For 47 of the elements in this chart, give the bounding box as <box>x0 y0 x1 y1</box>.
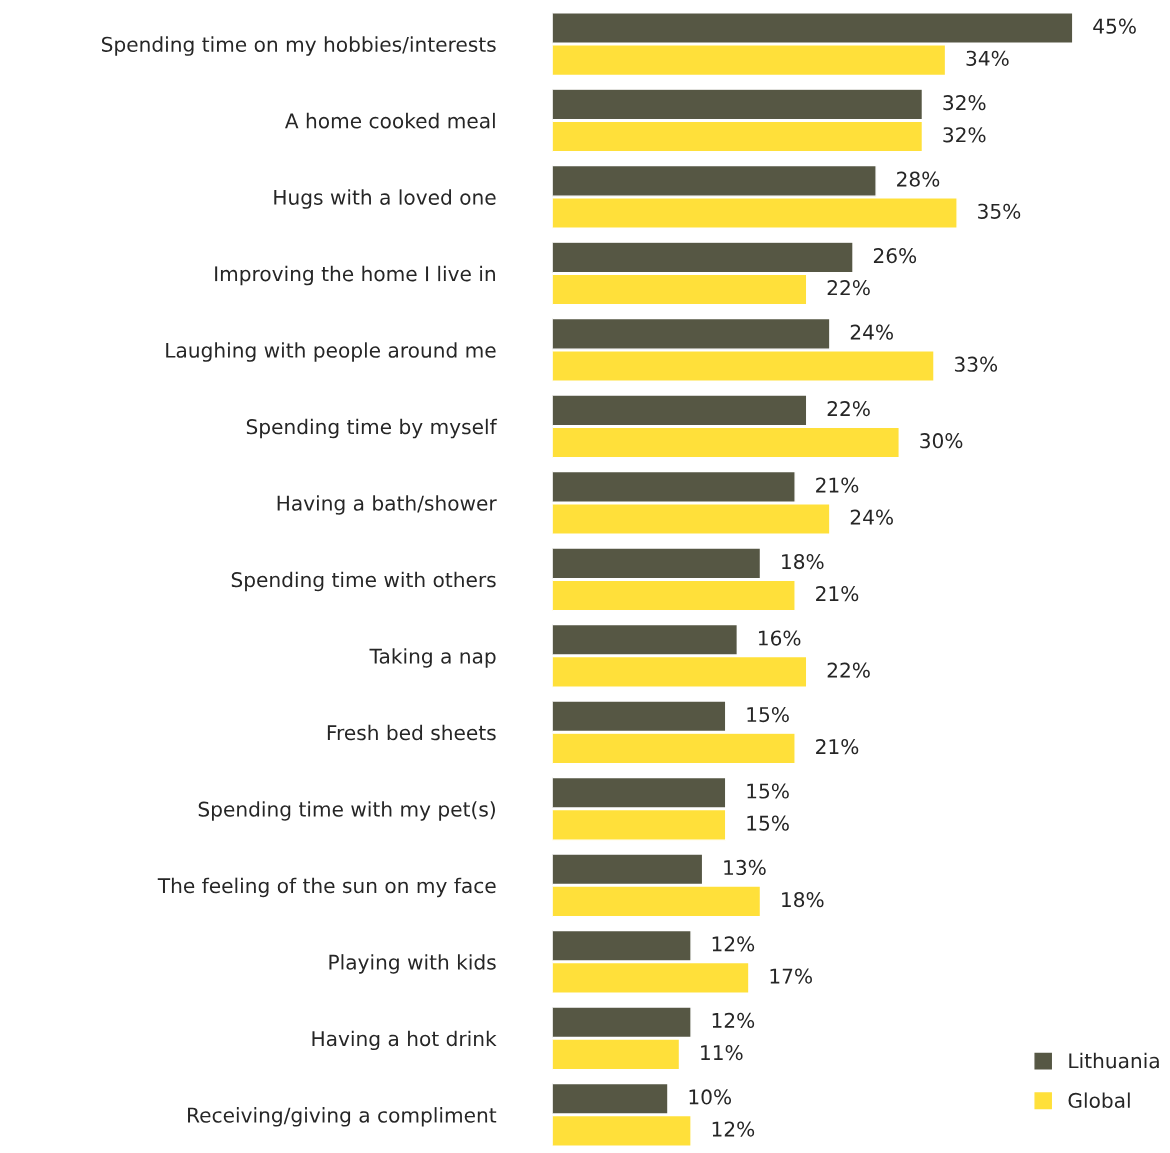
y-tick-label: A home cooked meal <box>285 112 495 129</box>
data-label: 22% <box>827 662 870 678</box>
data-label: 12% <box>712 1121 755 1137</box>
y-tick-label: Fresh bed sheets <box>327 724 496 741</box>
data-label: 21% <box>816 739 859 755</box>
data-label: 11% <box>701 1044 743 1061</box>
data-label: 18% <box>782 891 824 908</box>
data-label: 12% <box>712 1012 755 1029</box>
data-label: 24% <box>850 324 893 340</box>
data-label: 15% <box>747 706 789 723</box>
y-tick-label: Improving the home I live in <box>215 265 495 286</box>
data-label: 33% <box>954 356 998 372</box>
y-tick-label: Spending time by myself <box>246 418 498 439</box>
data-label: 15% <box>747 783 789 799</box>
y-tick-label: Playing with kids <box>329 954 496 974</box>
data-label: 30% <box>920 433 963 449</box>
y-tick-label: The feeling of the sun on my face <box>157 877 496 898</box>
y-tick-label: Spending time with my pet(s) <box>198 801 495 821</box>
data-label: 26% <box>873 248 917 264</box>
y-tick-label: Spending time with others <box>231 571 496 592</box>
y-tick-label: Having a bath/shower <box>277 495 497 515</box>
y-tick-label: Having a hot drink <box>312 1030 497 1051</box>
data-label: 12% <box>712 936 755 952</box>
data-label: 28% <box>897 171 940 187</box>
data-label: 45% <box>1093 18 1136 34</box>
data-label: 21% <box>816 477 859 493</box>
data-label: 21% <box>816 586 859 602</box>
legend-label: Global <box>1068 1092 1130 1109</box>
y-tick-label: Laughing with people around me <box>166 342 496 362</box>
data-label: 34% <box>966 50 1009 66</box>
y-tick-label: Receiving/giving a compliment <box>188 1107 497 1127</box>
data-label: 16% <box>758 630 801 646</box>
y-tick-label: Hugs with a loved one <box>274 189 496 209</box>
data-label: 13% <box>724 859 766 876</box>
data-label: 17% <box>770 968 812 984</box>
y-tick-label: Spending time on my hobbies/interests <box>101 36 496 56</box>
data-label: 35% <box>978 203 1021 219</box>
data-label: 22% <box>827 280 870 296</box>
data-label: 18% <box>782 553 824 570</box>
data-label: 15% <box>747 815 789 831</box>
data-label: 32% <box>943 127 986 143</box>
data-label: 10% <box>689 1089 732 1105</box>
y-tick-label: Taking a nap <box>369 648 496 668</box>
data-label: 24% <box>850 509 893 525</box>
data-label: 22% <box>827 400 870 417</box>
legend-label: Lithuania <box>1069 1052 1159 1069</box>
data-label: 32% <box>943 95 986 111</box>
